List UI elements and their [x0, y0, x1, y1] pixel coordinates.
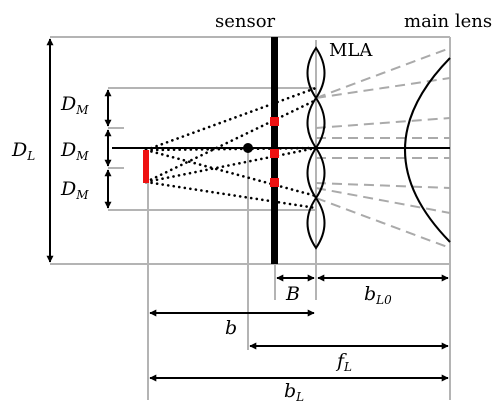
b-l-label: bL: [284, 380, 304, 403]
d-m-mid-label: DM: [60, 139, 89, 163]
mla-label: MLA: [329, 40, 373, 61]
sensor-pixel-top: [270, 117, 279, 126]
d-m-top-label: DM: [60, 93, 89, 117]
dimension-arrows: [46, 38, 449, 382]
guide-lines: [50, 36, 451, 400]
sensor-pixel-mid: [270, 149, 279, 158]
b-l0-label: bL0: [364, 283, 392, 307]
microlens-array: [306, 46, 326, 250]
object-bar: [143, 150, 149, 183]
b-label: b: [225, 317, 237, 339]
sensor-pixel-bot: [270, 178, 279, 187]
f-l-label: fL: [335, 350, 352, 374]
sensor-label: sensor: [215, 11, 276, 32]
main-lens-label: main lens: [404, 11, 492, 32]
d-l-label: DL: [11, 139, 35, 163]
focal-point: [243, 143, 253, 153]
big-b-label: B: [285, 283, 300, 305]
main-lens: [404, 57, 451, 243]
dotted-rays: [144, 86, 318, 210]
d-m-bot-label: DM: [60, 178, 89, 202]
dashed-rays: [315, 47, 451, 249]
